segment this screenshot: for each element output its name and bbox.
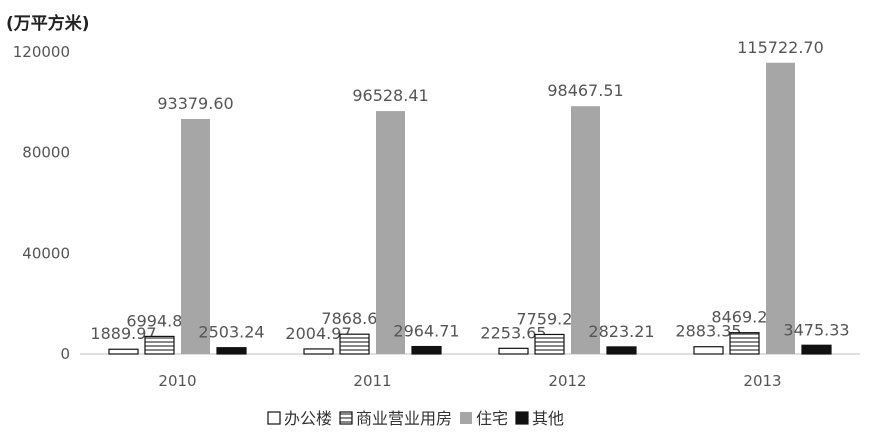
y-tick-label: 40000	[22, 244, 70, 262]
legend-swatch	[515, 411, 529, 425]
bar	[144, 335, 175, 355]
legend-label: 办公楼	[284, 409, 332, 428]
data-label: 1889.97	[90, 324, 156, 343]
y-tick-label: 80000	[22, 144, 70, 162]
x-tick-label: 2010	[158, 372, 196, 390]
bar	[303, 348, 334, 355]
legend-label: 其他	[532, 409, 564, 428]
data-label: 7868.65	[321, 309, 387, 328]
data-label: 115722.70	[737, 38, 824, 57]
data-label: 2823.21	[588, 322, 654, 341]
bar	[498, 347, 529, 355]
bar	[571, 106, 600, 355]
bar	[534, 333, 565, 355]
bar	[766, 62, 795, 355]
bar	[693, 346, 724, 355]
legend-label: 住宅	[476, 409, 508, 428]
x-tick-label: 2013	[743, 372, 781, 390]
legend-swatch	[267, 411, 281, 425]
legend-swatch	[339, 411, 353, 425]
data-label: 2964.71	[393, 322, 459, 341]
legend-label: 商业营业用房	[356, 409, 452, 428]
bar	[411, 345, 442, 355]
unit-label: (万平方米)	[6, 13, 90, 34]
data-label: 7759.28	[516, 309, 582, 328]
data-label: 6994.84	[126, 311, 192, 330]
data-label: 2883.35	[675, 322, 741, 341]
bar	[339, 333, 370, 355]
data-label: 8469.22	[711, 308, 777, 327]
data-label: 93379.60	[157, 94, 233, 113]
y-tick-label: 120000	[13, 43, 70, 61]
data-label: 3475.33	[783, 320, 849, 339]
bar	[606, 346, 637, 355]
bar	[376, 111, 405, 355]
bar	[729, 332, 760, 355]
y-tick-label: 0	[60, 345, 70, 363]
bar	[216, 347, 247, 355]
data-label: 2004.97	[285, 324, 351, 343]
bar	[181, 118, 210, 354]
data-label: 98467.51	[547, 81, 623, 100]
x-tick-label: 2012	[548, 372, 586, 390]
x-tick-label: 2011	[353, 372, 391, 390]
data-label: 96528.41	[352, 86, 428, 105]
legend-swatch	[460, 412, 472, 424]
bar	[801, 344, 832, 355]
data-label: 2503.24	[198, 323, 264, 342]
data-label: 2253.65	[480, 323, 546, 342]
bar	[108, 348, 139, 355]
